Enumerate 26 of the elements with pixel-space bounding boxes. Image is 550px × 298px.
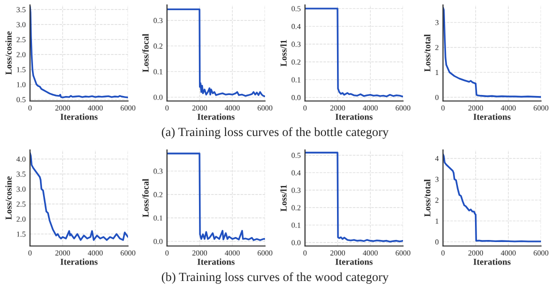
y-axis-title: Loss/cosine <box>5 31 12 75</box>
x-axis-title: Iterations <box>198 258 235 265</box>
y-axis-title: Loss/cosine <box>5 176 12 220</box>
line-series <box>305 152 403 242</box>
x-axis-title: Iterations <box>60 258 98 265</box>
line-series <box>305 8 403 98</box>
line-series <box>443 153 541 242</box>
text: (a) Training loss curves of the bottle category <box>162 127 389 139</box>
line-series <box>443 6 541 98</box>
y-axis-title: Loss/focal <box>142 178 149 218</box>
y-axis-title: Loss/total <box>424 179 430 217</box>
x-axis-title: Iterations <box>60 113 98 120</box>
y-axis-title: Loss/l1 <box>280 184 287 212</box>
line-series <box>167 8 265 98</box>
line-series <box>30 152 128 241</box>
x-axis-title: Iterations <box>336 113 373 120</box>
x-axis-title: Iterations <box>474 258 511 265</box>
y-axis-title: Loss/l1 <box>280 40 287 66</box>
line-series <box>30 6 128 98</box>
y-axis-title: Loss/total <box>424 34 430 72</box>
y-axis-title: Loss/focal <box>142 34 149 72</box>
x-axis-title: Iterations <box>336 258 373 265</box>
line-series <box>167 152 265 241</box>
x-axis-title: Iterations <box>474 113 511 120</box>
text: (b) Training loss curves of the wood category <box>162 272 389 284</box>
x-axis-title: Iterations <box>198 113 235 120</box>
